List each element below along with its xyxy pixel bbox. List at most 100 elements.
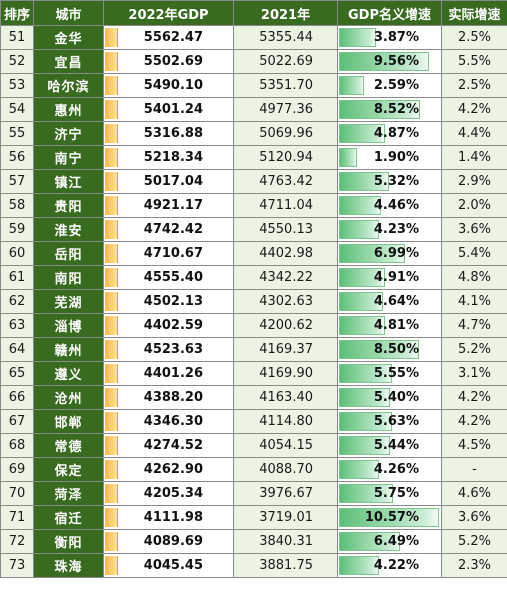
- table-row: 71 宿迁 4111.98 3719.01 10.57% 3.6%: [0, 505, 507, 530]
- gdp-2022-bar: [105, 412, 118, 431]
- gdp-2021-cell: 4711.04: [233, 193, 338, 218]
- rank-cell: 52: [0, 49, 34, 74]
- gdp-2022-bar: [105, 100, 118, 119]
- real-growth-cell: 4.6%: [441, 481, 507, 506]
- gdp-2022-cell: 4089.69: [103, 529, 234, 554]
- rank-cell: 67: [0, 409, 34, 434]
- rank-cell: 71: [0, 505, 34, 530]
- gdp-2022-bar: [105, 172, 118, 191]
- real-growth-cell: 4.2%: [441, 385, 507, 410]
- table-row: 60 岳阳 4710.67 4402.98 6.99% 5.4%: [0, 241, 507, 266]
- gdp-2022-value: 4045.45: [143, 558, 203, 573]
- nominal-growth-cell: 4.81%: [337, 313, 442, 338]
- gdp-2022-cell: 5017.04: [103, 169, 234, 194]
- real-growth-cell: -: [441, 457, 507, 482]
- gdp-2021-cell: 3881.75: [233, 553, 338, 578]
- gdp-2022-bar: [105, 52, 118, 71]
- nominal-growth-cell: 9.56%: [337, 49, 442, 74]
- city-cell: 赣州: [33, 337, 104, 362]
- gdp-2021-cell: 4977.36: [233, 97, 338, 122]
- nominal-growth-value: 4.26%: [373, 462, 419, 477]
- gdp-2022-value: 5401.24: [143, 102, 203, 117]
- nominal-growth-cell: 2.59%: [337, 73, 442, 98]
- nominal-growth-bar: [339, 244, 405, 263]
- rank-cell: 53: [0, 73, 34, 98]
- gdp-2022-bar: [105, 388, 118, 407]
- gdp-2021-cell: 5069.96: [233, 121, 338, 146]
- city-cell: 宿迁: [33, 505, 104, 530]
- gdp-2022-value: 4710.67: [143, 246, 203, 261]
- city-cell: 宜昌: [33, 49, 104, 74]
- city-cell: 哈尔滨: [33, 73, 104, 98]
- real-growth-cell: 3.1%: [441, 361, 507, 386]
- rank-cell: 64: [0, 337, 34, 362]
- gdp-2021-cell: 4763.42: [233, 169, 338, 194]
- gdp-2022-cell: 4388.20: [103, 385, 234, 410]
- gdp-2021-cell: 5355.44: [233, 25, 338, 50]
- nominal-growth-value: 8.52%: [373, 102, 419, 117]
- nominal-growth-cell: 4.64%: [337, 289, 442, 314]
- nominal-growth-bar: [339, 460, 379, 479]
- nominal-growth-cell: 3.87%: [337, 25, 442, 50]
- table-row: 66 沧州 4388.20 4163.40 5.40% 4.2%: [0, 385, 507, 410]
- rank-cell: 73: [0, 553, 34, 578]
- gdp-2022-cell: 4262.90: [103, 457, 234, 482]
- table-row: 69 保定 4262.90 4088.70 4.26% -: [0, 457, 507, 482]
- nominal-growth-bar: [339, 412, 392, 431]
- gdp-2022-value: 5490.10: [143, 78, 203, 93]
- gdp-2022-value: 4555.40: [143, 270, 203, 285]
- nominal-growth-bar: [339, 436, 390, 455]
- nominal-growth-value: 5.40%: [373, 390, 419, 405]
- gdp-2022-bar: [105, 292, 118, 311]
- rank-cell: 56: [0, 145, 34, 170]
- real-growth-cell: 5.5%: [441, 49, 507, 74]
- nominal-growth-value: 4.46%: [373, 198, 419, 213]
- rank-cell: 59: [0, 217, 34, 242]
- nominal-growth-cell: 1.90%: [337, 145, 442, 170]
- rank-cell: 55: [0, 121, 34, 146]
- nominal-growth-value: 1.90%: [373, 150, 419, 165]
- gdp-2022-cell: 5401.24: [103, 97, 234, 122]
- nominal-growth-bar: [339, 388, 390, 407]
- gdp-2022-value: 4388.20: [143, 390, 203, 405]
- nominal-growth-bar: [339, 100, 420, 119]
- gdp-2022-cell: 4274.52: [103, 433, 234, 458]
- gdp-2022-value: 4346.30: [143, 414, 203, 429]
- header-gdp-2021: 2021年: [233, 0, 338, 26]
- gdp-2022-bar: [105, 148, 118, 167]
- gdp-2022-value: 4401.26: [143, 366, 203, 381]
- nominal-growth-bar: [339, 316, 385, 335]
- city-cell: 淄博: [33, 313, 104, 338]
- gdp-2022-value: 4274.52: [143, 438, 203, 453]
- gdp-2022-cell: 4402.59: [103, 313, 234, 338]
- city-cell: 菏泽: [33, 481, 104, 506]
- table-row: 63 淄博 4402.59 4200.62 4.81% 4.7%: [0, 313, 507, 338]
- gdp-2021-cell: 4163.40: [233, 385, 338, 410]
- gdp-2022-value: 4502.13: [143, 294, 203, 309]
- nominal-growth-bar: [339, 196, 381, 215]
- city-cell: 芜湖: [33, 289, 104, 314]
- gdp-2022-bar: [105, 364, 118, 383]
- rank-cell: 70: [0, 481, 34, 506]
- real-growth-cell: 4.2%: [441, 409, 507, 434]
- rank-cell: 72: [0, 529, 34, 554]
- real-growth-cell: 3.6%: [441, 505, 507, 530]
- table-row: 51 金华 5562.47 5355.44 3.87% 2.5%: [0, 25, 507, 50]
- gdp-2022-cell: 5562.47: [103, 25, 234, 50]
- nominal-growth-cell: 4.91%: [337, 265, 442, 290]
- header-gdp-2022: 2022年GDP: [103, 0, 234, 26]
- gdp-2022-value: 5562.47: [143, 30, 203, 45]
- gdp-2022-value: 5316.88: [143, 126, 203, 141]
- gdp-2022-bar: [105, 340, 118, 359]
- gdp-2022-value: 4111.98: [143, 510, 203, 525]
- table-row: 64 赣州 4523.63 4169.37 8.50% 5.2%: [0, 337, 507, 362]
- nominal-growth-cell: 4.46%: [337, 193, 442, 218]
- gdp-2021-cell: 4200.62: [233, 313, 338, 338]
- table-row: 70 菏泽 4205.34 3976.67 5.75% 4.6%: [0, 481, 507, 506]
- header-nominal-growth: GDP名义增速: [337, 0, 442, 26]
- rank-cell: 65: [0, 361, 34, 386]
- nominal-growth-bar: [339, 556, 379, 575]
- real-growth-cell: 4.8%: [441, 265, 507, 290]
- table-row: 54 惠州 5401.24 4977.36 8.52% 4.2%: [0, 97, 507, 122]
- table-body: 51 金华 5562.47 5355.44 3.87% 2.5% 52 宜昌 5502.69 50…: [0, 25, 507, 578]
